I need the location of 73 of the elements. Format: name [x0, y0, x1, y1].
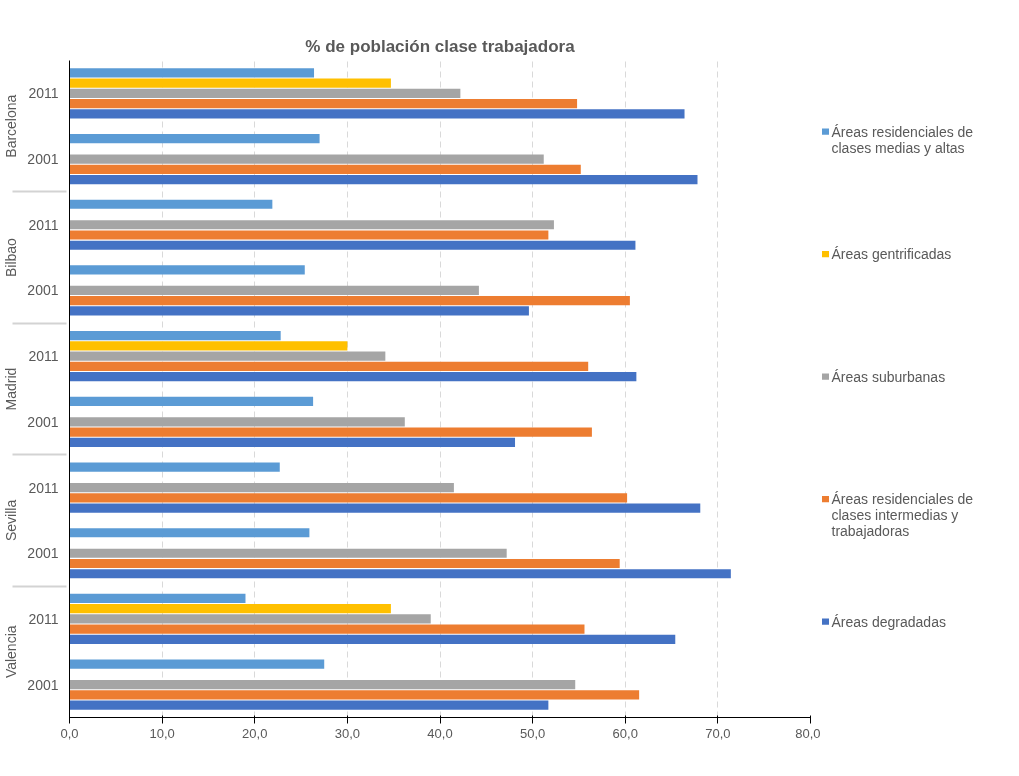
y-tick-label: 2011: [28, 216, 59, 233]
y-tick-label: 2011: [28, 348, 59, 365]
text: Barcelona: [3, 94, 20, 158]
bar: [69, 306, 529, 316]
y-tick-label: 2001: [27, 151, 59, 168]
bar: [69, 624, 585, 634]
bar: [69, 265, 305, 275]
x-tick-label: 30,0: [334, 725, 361, 741]
legend-label: Áreas residenciales de clases intermedias y trabajadoras: [831, 491, 974, 540]
bar: [69, 164, 581, 174]
bar: [69, 174, 698, 185]
bar: [69, 482, 454, 493]
bar: [69, 396, 314, 406]
y-tick-label: 2001: [27, 413, 59, 430]
bar: [69, 528, 310, 538]
bar: [69, 230, 549, 240]
bar: [69, 296, 630, 306]
bar: [69, 199, 273, 209]
bar: [69, 558, 620, 569]
x-tick-label: 0,0: [60, 725, 79, 741]
bar: [69, 341, 348, 351]
y-tick-label: 2011: [28, 85, 59, 102]
bar: [69, 700, 549, 710]
y-tick-label: 2001: [27, 545, 59, 562]
text: Madrid: [3, 367, 20, 411]
x-tick-label: 50,0: [519, 725, 546, 741]
bar: [69, 351, 386, 361]
x-tick-label: 10,0: [149, 725, 175, 741]
bar: [69, 68, 315, 78]
legend-label: Áreas residenciales de clases medias y altas: [831, 123, 974, 156]
bar: [69, 220, 554, 230]
x-tick-label: 80,0: [795, 725, 821, 741]
text: Sevilla: [3, 499, 20, 542]
text: Valencia: [3, 625, 20, 679]
bar: [69, 78, 391, 88]
bar: [69, 680, 576, 690]
bar: [69, 331, 281, 341]
bar: [69, 548, 507, 558]
bar: [69, 417, 405, 427]
x-tick-label: 70,0: [705, 725, 731, 741]
bar: [69, 98, 578, 109]
bar: [69, 133, 320, 144]
bar: [69, 285, 479, 296]
bar: [69, 569, 731, 579]
bar: [69, 154, 544, 164]
legend-label: Áreas suburbanas: [831, 368, 946, 385]
legend-label: Áreas degradadas: [831, 613, 946, 630]
chart-title: % de población clase trabajadora: [305, 36, 576, 56]
bar: [69, 493, 628, 503]
bar: [69, 634, 676, 645]
bar: [69, 462, 280, 472]
bar: [69, 604, 391, 614]
bar: [69, 361, 589, 372]
bar: [69, 427, 592, 437]
x-tick-label: 20,0: [242, 725, 268, 741]
y-tick-label: 2011: [28, 479, 59, 496]
bar: [69, 437, 516, 447]
bar: [69, 240, 636, 250]
legend-label: Áreas gentrificadas: [831, 246, 952, 263]
bar: [69, 109, 685, 119]
bar: [69, 503, 701, 513]
bar: [69, 372, 637, 382]
y-tick-label: 2011: [28, 610, 59, 627]
y-tick-label: 2001: [27, 676, 59, 693]
x-tick-label: 60,0: [612, 725, 638, 741]
bar: [69, 659, 325, 669]
text: Bilbao: [3, 237, 20, 278]
bar: [69, 690, 640, 700]
bar: [69, 88, 461, 98]
y-tick-label: 2001: [27, 282, 59, 299]
x-tick-label: 40,0: [427, 725, 453, 741]
bar: [69, 593, 246, 604]
bar: [69, 614, 431, 624]
